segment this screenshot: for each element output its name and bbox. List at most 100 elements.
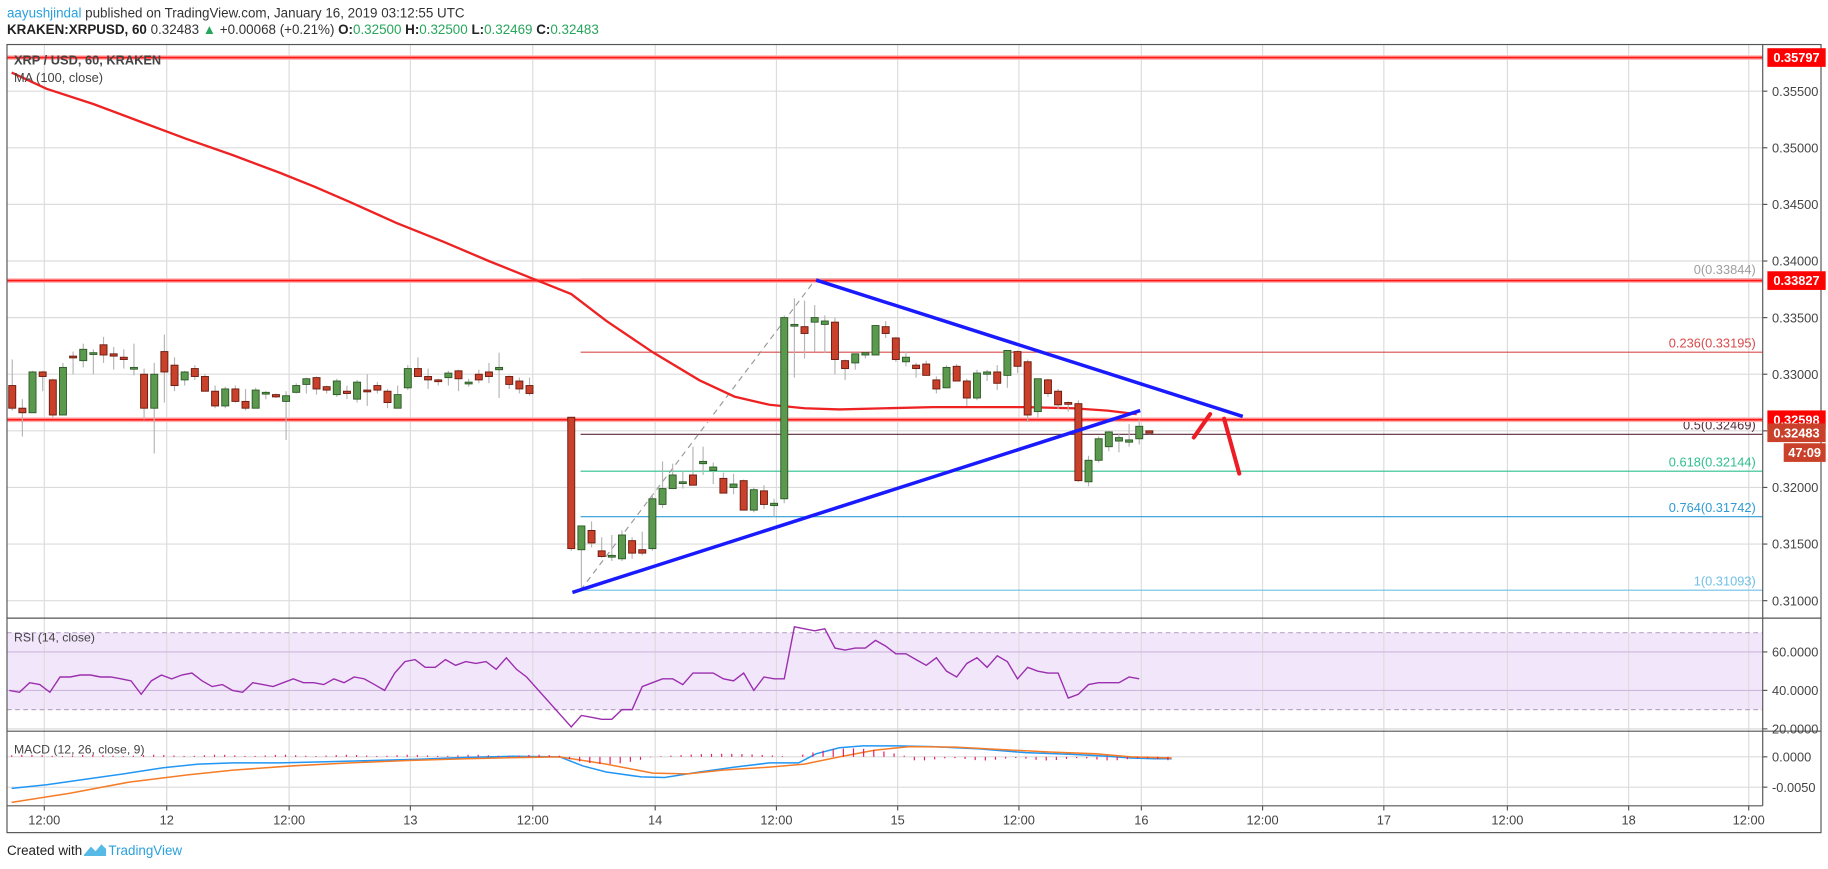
last-price: 0.32483	[151, 22, 199, 37]
horizontal-resistance-lines[interactable]	[6, 55, 1763, 423]
candle-down	[241, 400, 250, 409]
ma-100-line	[11, 71, 1137, 416]
candle-up	[251, 389, 260, 409]
candle-down	[271, 394, 280, 398]
candle-up	[79, 348, 88, 362]
ascending-trendline[interactable]	[571, 408, 1141, 595]
candle-up	[393, 394, 402, 409]
candle-down	[454, 370, 463, 380]
ma-legend[interactable]: MA (100, close)	[14, 70, 103, 85]
ohlc-h-label: H:	[405, 22, 419, 37]
candle-down	[881, 326, 890, 334]
ohlc-o-label: O:	[338, 22, 353, 37]
price-tag-last-price[interactable]	[1767, 423, 1826, 443]
candle-up	[983, 371, 992, 375]
candle-up	[1114, 437, 1123, 442]
fib-level-label: 0.764(0.31742)	[1669, 500, 1756, 515]
ohlc-o-value: 0.32500	[353, 22, 401, 37]
candle-down	[48, 379, 57, 416]
time-axis-label: 17	[1377, 812, 1391, 827]
candle-up	[1125, 439, 1134, 443]
projection-down-stroke[interactable]	[1222, 416, 1242, 476]
candle-up	[658, 488, 667, 505]
candle-up	[1084, 459, 1093, 483]
candle-down	[962, 380, 971, 399]
candle-up	[292, 385, 301, 393]
rsi-line	[9, 626, 1140, 729]
rsi-axis-label: 40.0000	[1772, 683, 1818, 698]
time-axis-label: 12:00	[517, 812, 549, 827]
ohlc-c-value: 0.32483	[550, 22, 598, 37]
projection-arrows[interactable]	[1191, 412, 1242, 476]
candle-up	[353, 381, 362, 400]
fib-level-label: 0.236(0.33195)	[1669, 335, 1756, 350]
candle-up	[770, 502, 779, 507]
candle-down	[1064, 402, 1073, 405]
ohlc-l-value: 0.32469	[484, 22, 532, 37]
candle-up	[1033, 378, 1042, 413]
candle-up	[790, 323, 799, 327]
rsi-band-fill	[6, 632, 1763, 710]
candle-up	[464, 381, 473, 385]
time-axis-label: 12:00	[1491, 812, 1523, 827]
signal-line	[11, 745, 1172, 804]
price-axis-label: 0.33000	[1772, 367, 1818, 382]
time-axis-label: 18	[1622, 812, 1636, 827]
candle-down	[160, 351, 169, 373]
candle-up	[58, 366, 67, 416]
candle-down	[190, 368, 199, 377]
symbol-line: KRAKEN:XRPUSD, 60 0.32483 ▲ +0.00068 (+0…	[7, 22, 599, 37]
candle-down	[567, 416, 576, 550]
candle-up	[810, 317, 819, 323]
candle-up	[942, 366, 951, 389]
published-text: published on TradingView.com, January 16…	[81, 6, 464, 21]
candle-up	[871, 325, 880, 356]
candle-down	[932, 379, 941, 390]
candle-up	[678, 481, 687, 485]
candle-down	[200, 376, 209, 392]
fibonacci-retracement[interactable]: 0(0.33844)0.236(0.33195)0.5(0.32469)0.61…	[580, 262, 1763, 591]
descending-trendline[interactable]	[815, 278, 1244, 419]
candle-up	[282, 395, 291, 402]
candle-up	[89, 352, 98, 355]
time-axis-label: 12:00	[273, 812, 305, 827]
price-tag-horizontal-line[interactable]	[1767, 271, 1826, 290]
rsi-pane-title[interactable]: RSI (14, close)	[14, 630, 95, 644]
candle-down	[739, 480, 748, 511]
candle-up	[729, 483, 738, 488]
time-axis[interactable]: 12:00 12 12:00 13 12:00 14 12:00 15 12:00 16 12:00…	[28, 805, 1765, 828]
price-axis[interactable]: 0.35500 0.35000 0.34500 0.34000 0.33500 0.330…	[1762, 48, 1826, 795]
candle-up	[302, 378, 311, 385]
price-tag-bar-countdown[interactable]	[1783, 443, 1826, 462]
candle-down	[597, 550, 606, 557]
tradingview-logo-icon	[83, 844, 107, 856]
candle-down	[69, 355, 78, 359]
candle-down	[830, 321, 839, 360]
time-axis-label: 16	[1134, 812, 1148, 827]
projection-up-stroke[interactable]	[1191, 412, 1213, 440]
candle-down	[413, 368, 422, 377]
candle-up	[221, 388, 230, 407]
tradingview-link[interactable]: TradingView	[108, 843, 182, 858]
rsi-axis-label: 20.0000	[1772, 722, 1818, 737]
candle-down	[434, 379, 443, 383]
author-link[interactable]: aayushjindal	[7, 6, 81, 21]
candle-down	[759, 490, 768, 505]
candle-down	[312, 377, 321, 390]
publish-line: aayushjindal published on TradingView.co…	[7, 6, 465, 21]
price-tag-label: 0.35797	[1773, 50, 1819, 65]
candle-down	[841, 360, 850, 370]
candle-down	[18, 407, 27, 414]
candle-down	[424, 376, 433, 381]
candle-down	[628, 540, 637, 554]
price-tag-horizontal-line[interactable]	[1767, 48, 1826, 67]
candle-up	[668, 474, 677, 490]
candle-down	[505, 376, 514, 385]
macd-pane-title[interactable]: MACD (12, 26, close, 9)	[14, 742, 145, 756]
candle-down	[515, 380, 524, 390]
triangle-trendlines[interactable]	[571, 278, 1244, 595]
candle-up	[577, 525, 586, 551]
candle-up	[28, 371, 37, 414]
candle-up	[1135, 425, 1144, 440]
